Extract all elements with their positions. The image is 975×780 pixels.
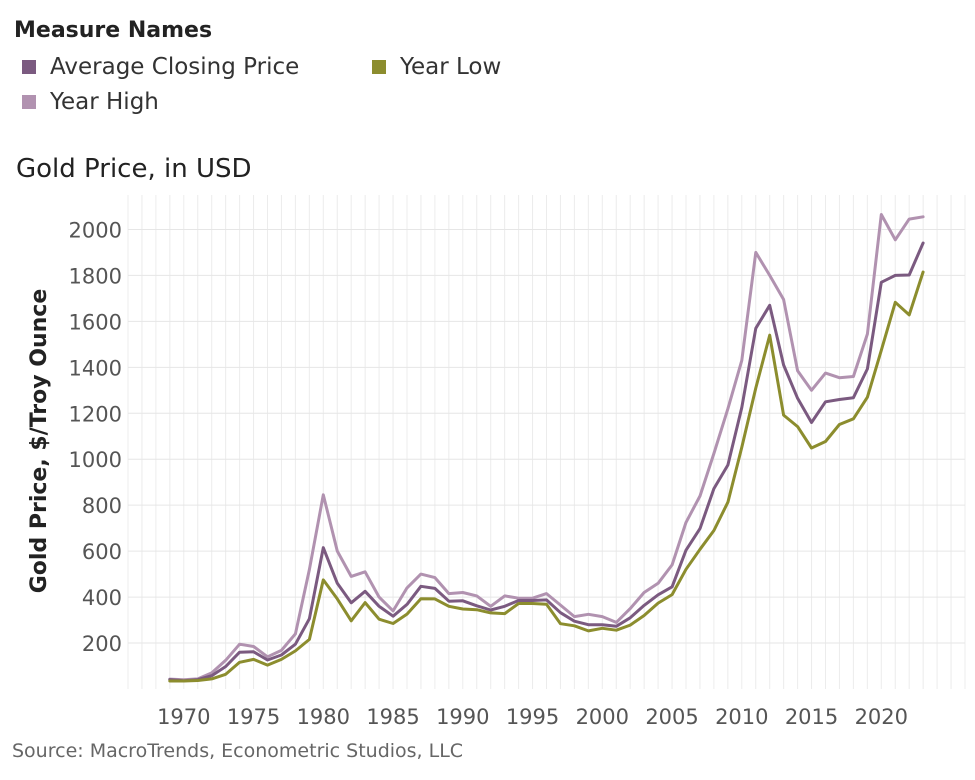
x-tick-label: 2015 (785, 705, 838, 729)
legend-label: Year Low (400, 54, 502, 80)
x-tick-label: 1975 (227, 705, 280, 729)
legend-item-year-high[interactable]: Year High (22, 89, 159, 115)
chart-title: Gold Price, in USD (16, 154, 252, 184)
y-tick-label: 1800 (69, 264, 122, 288)
source-note: Source: MacroTrends, Econometric Studios… (12, 740, 464, 762)
legend-label: Average Closing Price (50, 54, 300, 80)
axis-labels: 200 400 600 800 1000 1200 1400 1600 1800 2000 1970… (69, 218, 908, 729)
y-tick-label: 400 (82, 586, 122, 610)
y-tick-label: 800 (82, 494, 122, 518)
series-line-year-low (168, 270, 925, 683)
legend-swatch-year-low (372, 60, 386, 74)
x-tick-label: 1985 (366, 705, 419, 729)
legend-item-average-closing-price[interactable]: Average Closing Price (22, 54, 299, 80)
x-tick-label: 1980 (297, 705, 350, 729)
x-tick-label: 2000 (576, 705, 629, 729)
legend-item-year-low[interactable]: Year Low (372, 54, 501, 80)
legend-label: Year High (50, 89, 159, 115)
series-line-average-closing-price (168, 241, 925, 683)
x-tick-label: 1995 (506, 705, 559, 729)
y-axis-label: Gold Price, $/Troy Ounce (27, 289, 52, 594)
y-tick-label: 200 (82, 632, 122, 656)
grid (127, 195, 966, 689)
x-tick-label: 1970 (157, 705, 210, 729)
y-tick-label: 1400 (69, 356, 122, 380)
series-line-year-high (168, 213, 925, 682)
y-tick-label: 2000 (69, 218, 122, 242)
y-tick-label: 1200 (69, 402, 122, 426)
x-tick-label: 2005 (645, 705, 698, 729)
x-tick-label: 1990 (436, 705, 489, 729)
legend-swatch-average (22, 60, 36, 74)
y-tick-label: 1000 (69, 448, 122, 472)
series-lines (168, 213, 925, 683)
x-tick-label: 2020 (855, 705, 908, 729)
y-tick-label: 1600 (69, 310, 122, 334)
legend-swatch-year-high (22, 95, 36, 109)
y-tick-label: 600 (82, 540, 122, 564)
x-tick-label: 2010 (715, 705, 768, 729)
legend-title: Measure Names (14, 18, 213, 43)
